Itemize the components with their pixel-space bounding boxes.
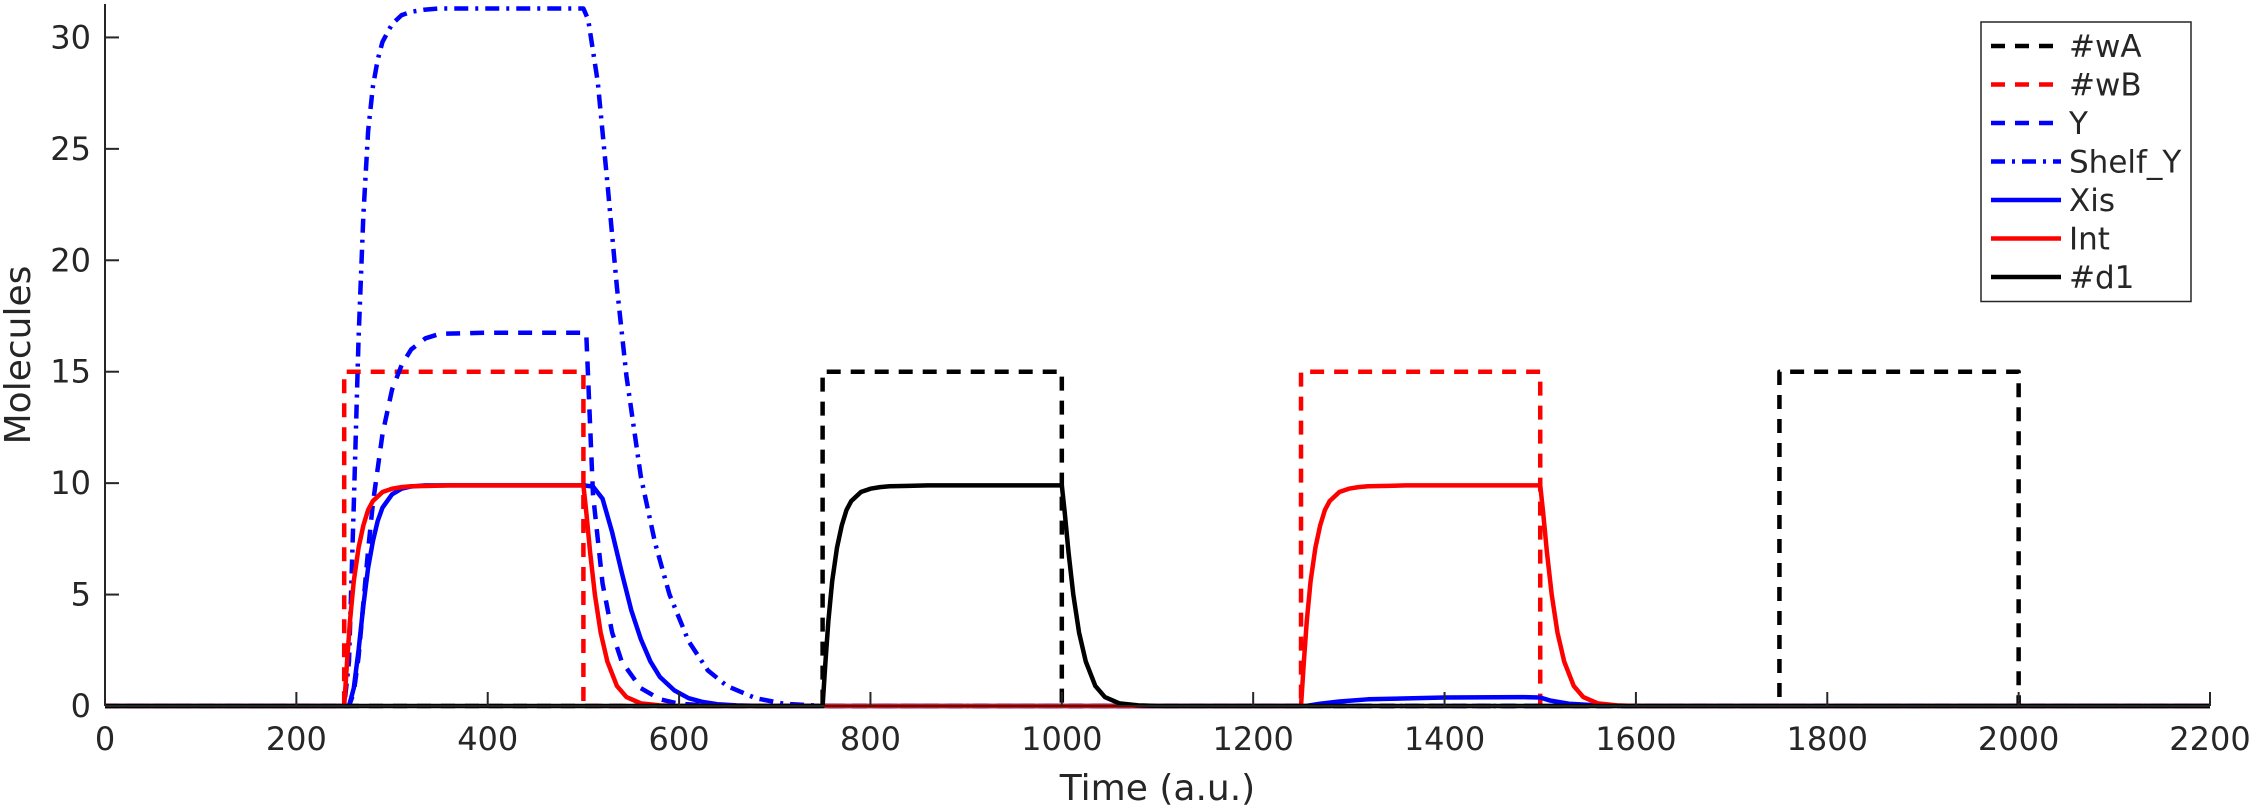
series-line-4	[105, 483, 2210, 709]
x-tick-label-7: 1400	[1404, 720, 1485, 758]
x-tick-label-11: 2200	[2169, 720, 2250, 758]
legend-label-4: Xis	[2069, 183, 2115, 219]
series-line-6	[105, 483, 2210, 709]
x-tick-label-1: 200	[266, 720, 327, 758]
series-line-1	[105, 369, 2210, 709]
series-line-3	[105, 6, 2210, 709]
x-tick-label-2: 400	[457, 720, 518, 758]
x-tick-label-3: 600	[649, 720, 710, 758]
x-tick-label-0: 0	[95, 720, 115, 758]
legend-label-2: Y	[2068, 106, 2088, 142]
y-tick-label-6: 30	[50, 18, 91, 56]
x-tick-label-8: 1600	[1595, 720, 1676, 758]
y-tick-label-3: 15	[50, 353, 91, 391]
x-axis-title: Time (a.u.)	[1059, 768, 1255, 809]
x-tick-label-9: 1800	[1787, 720, 1868, 758]
y-tick-label-4: 20	[50, 241, 91, 279]
legend-label-1: #wB	[2069, 68, 2142, 104]
series-line-2	[105, 330, 2210, 709]
legend-label-3: Shelf_Y	[2069, 145, 2181, 181]
x-tick-label-6: 1200	[1212, 720, 1293, 758]
x-tick-label-5: 1000	[1021, 720, 1102, 758]
x-tick-label-4: 800	[840, 720, 901, 758]
series-line-0	[105, 369, 2210, 709]
y-tick-label-1: 5	[71, 576, 91, 614]
legend-label-0: #wA	[2069, 29, 2142, 65]
y-tick-label-2: 10	[50, 464, 91, 502]
legend-label-6: #d1	[2069, 260, 2134, 296]
axes-layer: 0 200 400 600 800 1000 1200 1400 1600 1800 2000 220…	[50, 4, 2251, 758]
y-axis-title: Molecules	[0, 266, 39, 445]
legend-label-5: Int	[2069, 222, 2110, 258]
series-line-5	[105, 483, 2210, 709]
legend-box	[1980, 21, 2192, 303]
y-tick-label-5: 25	[50, 130, 91, 168]
y-tick-label-0: 0	[71, 687, 91, 725]
x-tick-label-10: 2000	[1978, 720, 2059, 758]
series-layer	[105, 6, 2210, 709]
